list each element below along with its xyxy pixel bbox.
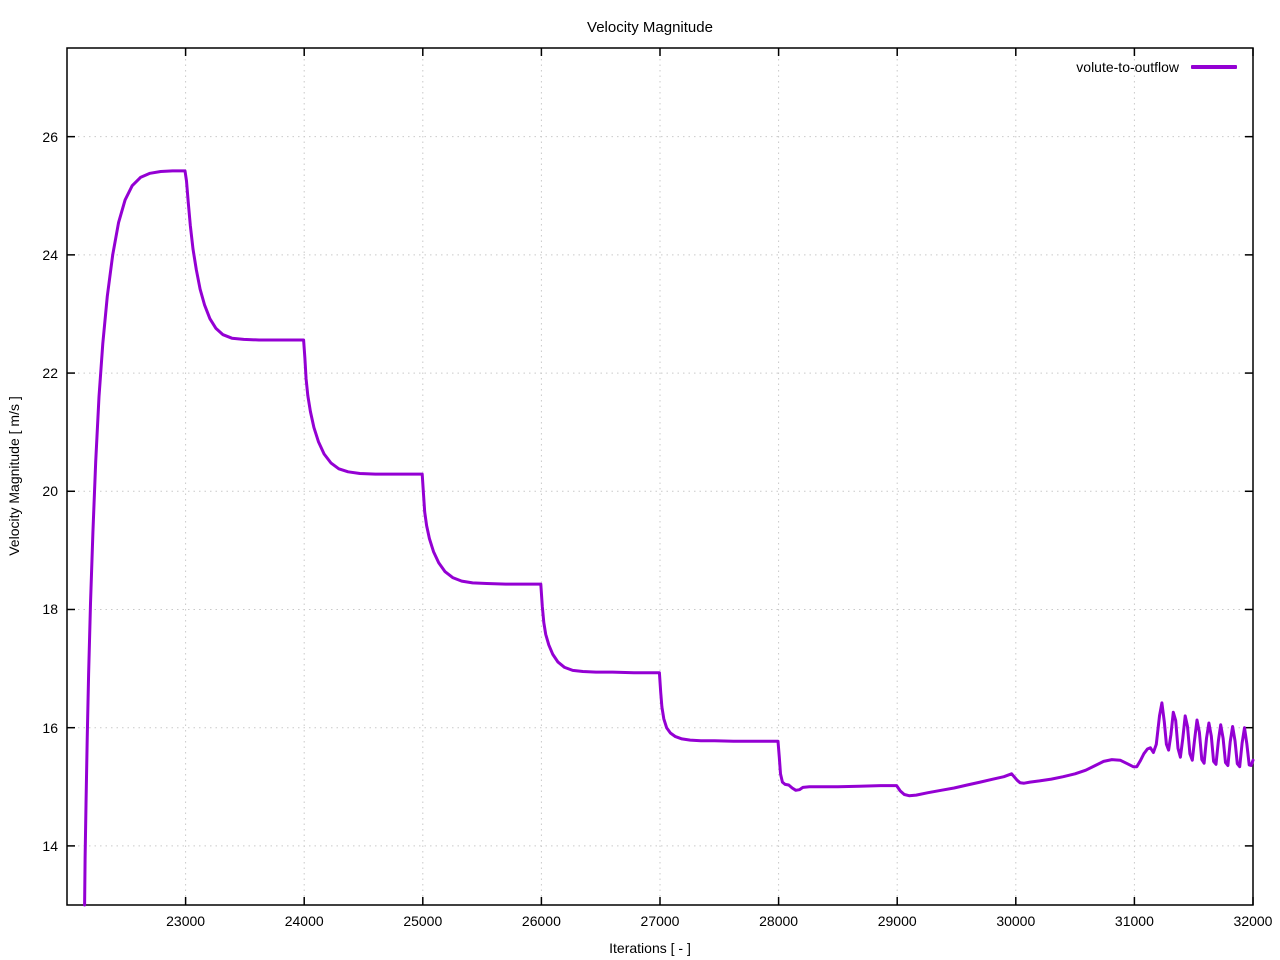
y-tick-label: 24 <box>42 246 58 263</box>
x-tick-label: 28000 <box>759 913 799 929</box>
x-axis-label: Iterations [ - ] <box>609 940 691 956</box>
y-tick-label: 18 <box>42 601 58 618</box>
x-tick-label: 23000 <box>166 913 206 929</box>
y-tick-label: 26 <box>42 128 58 145</box>
x-tick-label: 31000 <box>1114 913 1154 929</box>
y-tick-label: 16 <box>42 719 58 736</box>
y-axis-label: Velocity Magnitude [ m/s ] <box>6 396 22 556</box>
x-tick-label: 27000 <box>640 913 680 929</box>
chart-title: Velocity Magnitude <box>587 19 713 36</box>
legend: volute-to-outflow <box>1076 60 1237 74</box>
x-tick-label: 30000 <box>996 913 1036 929</box>
plot-border <box>66 47 1254 906</box>
x-tick-label: 24000 <box>284 913 324 929</box>
legend-line-swatch <box>1191 65 1237 69</box>
x-tick-label: 25000 <box>403 913 443 929</box>
x-tick-label: 32000 <box>1233 913 1273 929</box>
legend-label: volute-to-outflow <box>1076 59 1179 75</box>
x-tick-label: 29000 <box>877 913 917 929</box>
series-line <box>83 169 1255 907</box>
y-tick-label: 22 <box>42 365 58 382</box>
y-tick-label: 14 <box>42 837 58 854</box>
x-tick-label: 26000 <box>521 913 561 929</box>
y-tick-label: 20 <box>42 483 58 500</box>
